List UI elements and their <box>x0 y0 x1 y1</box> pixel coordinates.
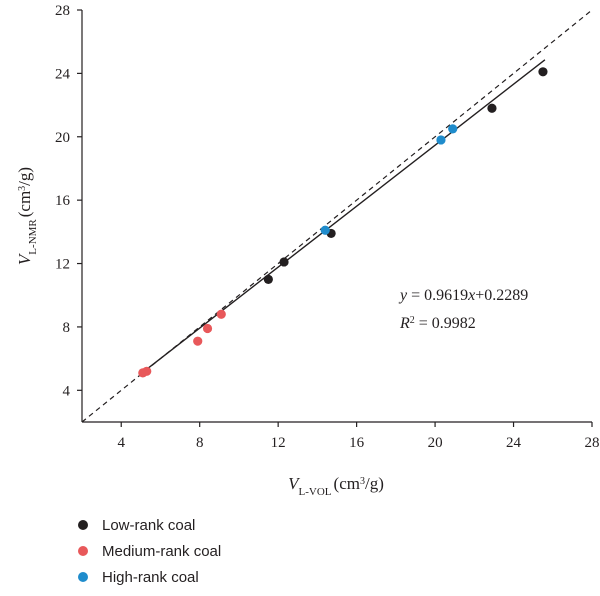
point-medium-rank-coal <box>202 323 213 334</box>
legend-label-high-rank: High-rank coal <box>102 568 199 586</box>
point-high-rank-coal <box>320 225 330 235</box>
x-tick-label: 24 <box>506 435 522 451</box>
y-tick-label: 24 <box>55 66 71 82</box>
point-medium-rank-coal <box>193 336 203 346</box>
fit-layer <box>140 59 546 375</box>
y-axis-title: VL-NMR(cm3/g) <box>15 167 39 265</box>
legend-item-medium-rank: Medium-rank coal <box>78 538 221 564</box>
legend-label-medium-rank: Medium-rank coal <box>102 542 222 560</box>
point-low-rank-coal <box>279 257 289 267</box>
x-tick-label: 20 <box>428 435 443 451</box>
x-tick-label: 8 <box>196 435 204 451</box>
y-tick-label: 28 <box>55 3 70 19</box>
data-points <box>138 67 548 378</box>
legend-marker-medium-rank <box>78 546 88 556</box>
x-tick-label: 12 <box>271 435 286 451</box>
x-tick-label: 16 <box>349 435 365 451</box>
point-medium-rank-coal <box>142 366 152 376</box>
point-low-rank-coal <box>538 67 548 77</box>
point-low-rank-coal <box>487 103 497 113</box>
point-high-rank-coal <box>436 135 446 145</box>
y-tick-label: 4 <box>63 383 71 399</box>
y-tick-label: 20 <box>55 130 70 146</box>
ticks: 4 8 12 16 20 24 28 4 8 12 16 20 24 28 <box>55 3 600 451</box>
legend-item-low-rank: Low-rank coal <box>78 512 221 538</box>
legend-item-high-rank: High-rank coal <box>78 564 221 590</box>
point-high-rank-coal <box>448 124 458 134</box>
x-tick-label: 28 <box>585 435 600 451</box>
legend: Low-rank coal Medium-rank coal High-rank… <box>78 512 221 590</box>
y-tick-label: 16 <box>55 193 71 209</box>
point-low-rank-coal <box>263 274 273 284</box>
fit-equation: y = 0.9619x+0.2289 <box>398 287 528 304</box>
scatter-chart: 4 8 12 16 20 24 28 4 8 12 16 20 24 28 y = 0.9619x+0.2… <box>15 3 600 498</box>
y-tick-label: 8 <box>63 320 71 336</box>
fit-line <box>140 59 546 375</box>
y-tick-label: 12 <box>55 257 70 273</box>
legend-marker-low-rank <box>78 520 88 530</box>
x-axis-title: VL-VOL (cm3/g) <box>288 474 384 498</box>
legend-label-low-rank: Low-rank coal <box>102 516 196 534</box>
axes <box>81 10 592 423</box>
point-medium-rank-coal <box>216 309 226 319</box>
r-squared: R2 = 0.9982 <box>399 315 476 333</box>
legend-marker-high-rank <box>78 572 88 582</box>
x-tick-label: 4 <box>117 435 125 451</box>
